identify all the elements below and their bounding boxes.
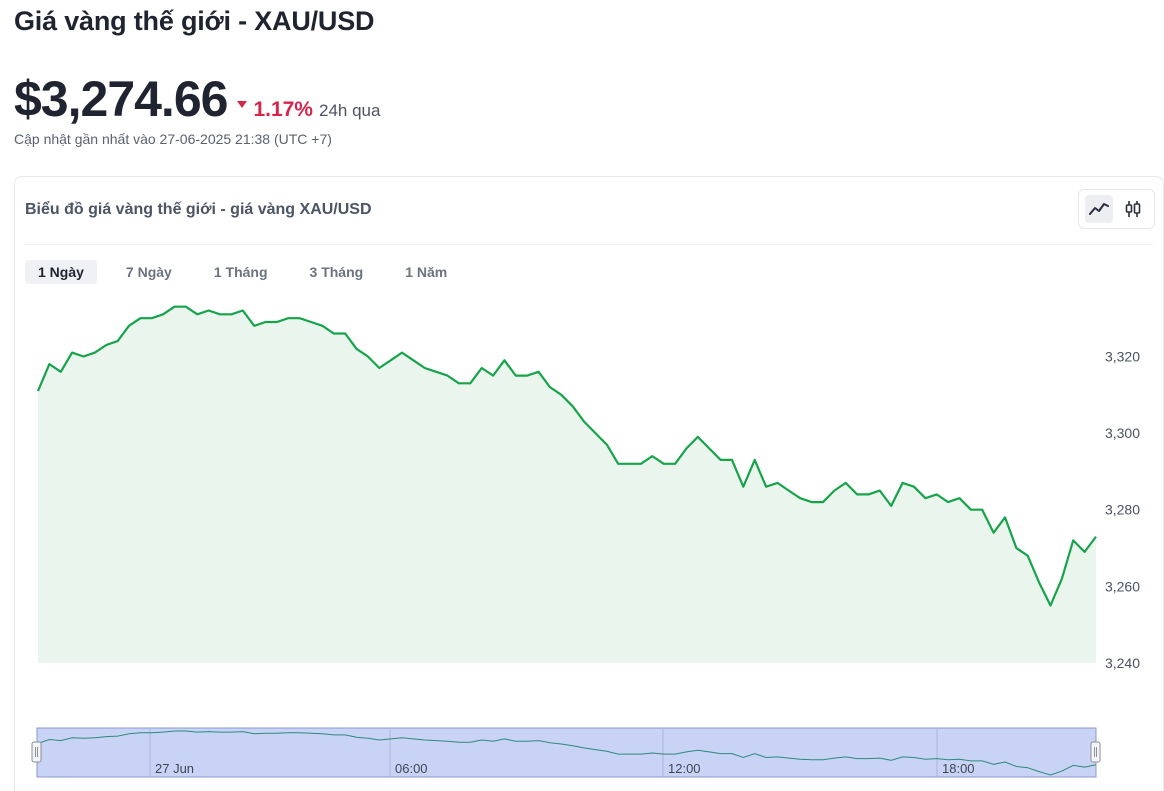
tab-1-month[interactable]: 1 Tháng	[213, 264, 268, 280]
navigator-right-handle[interactable]	[1090, 741, 1101, 763]
price-area	[38, 306, 1096, 663]
navigator-left-handle[interactable]	[31, 741, 42, 763]
price-row: $3,274.66 1.17% 24h qua	[14, 70, 380, 128]
caret-down-icon	[237, 101, 248, 108]
y-tick-label: 3,300	[1105, 425, 1140, 441]
tab-1-day[interactable]: 1 Ngày	[25, 260, 97, 284]
navigator-selected-range	[36, 727, 1097, 778]
candlestick-icon	[1125, 201, 1141, 217]
range-navigator[interactable]: 27 Jun 06:00 12:00 18:00	[31, 727, 1101, 778]
y-tick-label: 3,280	[1105, 502, 1140, 518]
navigator-line	[37, 730, 1097, 776]
period-tabs: 1 Ngày 7 Ngày 1 Tháng 3 Tháng 1 Năm	[25, 260, 476, 284]
navigator-time-label: 06:00	[395, 761, 428, 776]
chart-card-title: Biểu đồ giá vàng thế giới - giá vàng XAU…	[25, 201, 372, 218]
price-line	[36, 305, 1097, 607]
candlestick-chart-button[interactable]	[1119, 195, 1147, 223]
card-divider	[25, 244, 1153, 245]
last-updated: Cập nhật gần nhất vào 27-06-2025 21:38 (…	[14, 131, 332, 147]
chart-mode-toggle	[1078, 189, 1155, 229]
y-tick-label: 3,320	[1105, 348, 1140, 364]
page-title: Giá vàng thế giới - XAU/USD	[14, 6, 375, 36]
y-tick-label: 3,240	[1105, 655, 1140, 671]
tab-3-months[interactable]: 3 Tháng	[309, 264, 364, 280]
navigator-time-label: 27 Jun	[155, 761, 194, 776]
price-change-percent: 1.17%	[253, 98, 313, 121]
line-chart-icon	[1089, 203, 1109, 215]
navigator-time-label: 12:00	[668, 761, 701, 776]
current-price: $3,274.66	[14, 71, 228, 127]
tab-1-year[interactable]: 1 Năm	[405, 264, 448, 280]
line-chart-button[interactable]	[1085, 195, 1113, 223]
tab-7-days[interactable]: 7 Ngày	[125, 264, 172, 280]
price-change-period: 24h qua	[318, 101, 381, 120]
navigator-time-label: 18:00	[942, 761, 975, 776]
y-tick-label: 3,260	[1105, 578, 1140, 594]
